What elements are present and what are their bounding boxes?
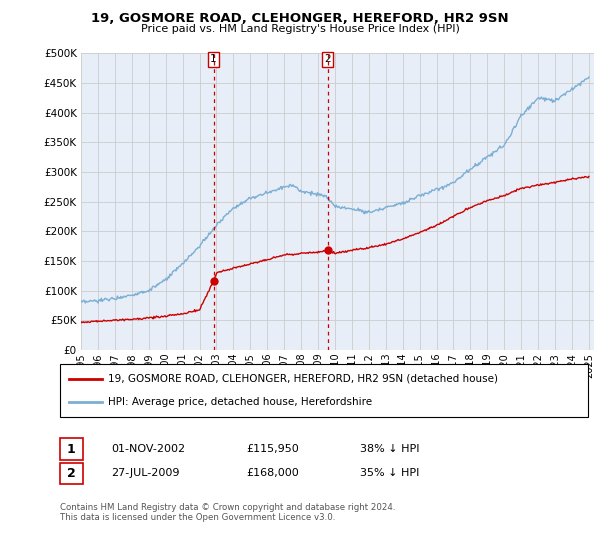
Text: Price paid vs. HM Land Registry's House Price Index (HPI): Price paid vs. HM Land Registry's House …	[140, 24, 460, 34]
Text: 01-NOV-2002: 01-NOV-2002	[111, 444, 185, 454]
Text: 27-JUL-2009: 27-JUL-2009	[111, 468, 179, 478]
Text: 2: 2	[324, 54, 331, 64]
Text: £115,950: £115,950	[246, 444, 299, 454]
Text: 38% ↓ HPI: 38% ↓ HPI	[360, 444, 419, 454]
Text: £168,000: £168,000	[246, 468, 299, 478]
Text: 2: 2	[67, 466, 76, 480]
Text: HPI: Average price, detached house, Herefordshire: HPI: Average price, detached house, Here…	[108, 397, 372, 407]
Text: 19, GOSMORE ROAD, CLEHONGER, HEREFORD, HR2 9SN: 19, GOSMORE ROAD, CLEHONGER, HEREFORD, H…	[91, 12, 509, 25]
Text: 19, GOSMORE ROAD, CLEHONGER, HEREFORD, HR2 9SN (detached house): 19, GOSMORE ROAD, CLEHONGER, HEREFORD, H…	[108, 374, 498, 384]
Text: 35% ↓ HPI: 35% ↓ HPI	[360, 468, 419, 478]
Text: 1: 1	[210, 54, 217, 64]
Text: 1: 1	[67, 442, 76, 456]
Text: Contains HM Land Registry data © Crown copyright and database right 2024.
This d: Contains HM Land Registry data © Crown c…	[60, 503, 395, 522]
